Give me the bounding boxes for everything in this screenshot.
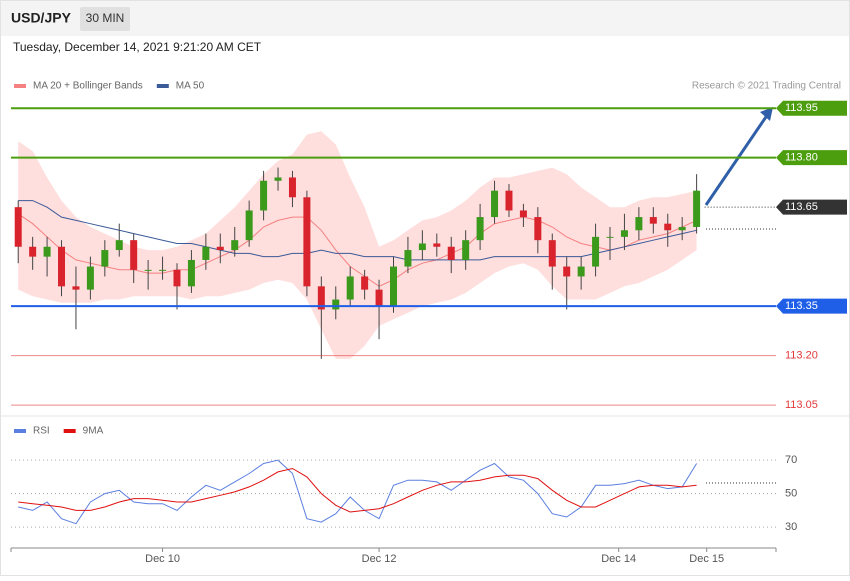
legend-label: MA 20 + Bollinger Bands [33, 81, 143, 92]
credit: Research © 2021 Trading Central [692, 81, 841, 92]
candle-body [491, 190, 499, 218]
bollinger-band [18, 131, 697, 359]
y-tick-label: 70 [785, 454, 797, 466]
candle-body [361, 276, 369, 290]
candle-body [563, 266, 571, 277]
candle-body [202, 246, 210, 260]
level-label: 113.95 [785, 102, 818, 114]
x-tick-label: Dec 14 [601, 553, 636, 565]
candle-body [14, 207, 22, 247]
candle-body [260, 180, 268, 211]
legend-label: 9MA [83, 426, 104, 437]
candle-body [245, 210, 253, 241]
candle-body [620, 230, 628, 237]
candle-body [577, 266, 585, 277]
x-tick-label: Dec 15 [689, 553, 724, 565]
candle-body [404, 250, 412, 267]
candle-body [433, 243, 441, 247]
candle-body [216, 246, 224, 251]
legend-swatch [156, 84, 169, 88]
candle-body [231, 240, 239, 251]
legend-label: MA 50 [176, 81, 205, 92]
level-label: 113.80 [785, 152, 818, 164]
ma-line [18, 200, 697, 261]
timeframe-badge[interactable] [80, 7, 130, 31]
level-label: 113.35 [785, 300, 818, 312]
candle-body [187, 259, 195, 287]
level-label: 113.65 [785, 201, 818, 213]
level-tag [776, 298, 847, 314]
candle-body [548, 240, 556, 267]
legend-swatch [14, 84, 26, 88]
candle-body [635, 217, 643, 231]
candle-body [476, 217, 484, 241]
level-tag [776, 150, 847, 166]
level-tag [776, 100, 847, 116]
rsi-line [18, 467, 697, 513]
timeframe[interactable]: 30 MIN [86, 11, 125, 25]
y-tick-label: 50 [785, 488, 797, 500]
candle-body [173, 269, 181, 287]
candle-body [288, 177, 296, 198]
level-tag [776, 199, 847, 215]
candle-body [72, 286, 80, 290]
legend-label: RSI [33, 426, 50, 437]
candle-body [418, 243, 426, 251]
candle-body [375, 289, 383, 307]
price-plot [14, 131, 701, 359]
candle-body [462, 240, 470, 260]
candle-body [101, 250, 109, 267]
candle-body [43, 246, 51, 257]
legend-swatch [63, 429, 76, 433]
symbol: USD/JPY [11, 10, 72, 26]
candle-body [519, 210, 527, 218]
candle-body [534, 217, 542, 241]
legend-swatch [14, 429, 26, 433]
x-tick-label: Dec 12 [362, 553, 397, 565]
candle-body [303, 197, 311, 287]
candle-body [130, 240, 138, 270]
candle-body [447, 246, 455, 260]
candle-body [592, 236, 600, 267]
candle-body [664, 223, 672, 231]
candle-body [332, 299, 340, 310]
level-label: 113.05 [785, 399, 818, 411]
arrow-head [760, 107, 773, 121]
candle-body [159, 269, 167, 271]
level-label: 113.20 [785, 350, 818, 362]
y-tick-label: 30 [785, 521, 797, 533]
candle-body [678, 226, 686, 231]
candle-body [505, 190, 513, 211]
candle-body [649, 217, 657, 224]
candle-body [29, 246, 37, 257]
candle-body [86, 266, 94, 290]
header-bar [1, 1, 849, 36]
candle-body [346, 276, 354, 300]
rsi-line [18, 459, 698, 525]
candle-body [693, 190, 701, 227]
candle-body [144, 269, 152, 271]
candle-body [390, 266, 397, 307]
candle-body [606, 236, 614, 238]
candle-body [58, 246, 66, 287]
x-tick-label: Dec 10 [145, 553, 180, 565]
candle-body [317, 286, 325, 310]
timestamp: Tuesday, December 14, 2021 9:21:20 AM CE… [13, 40, 262, 54]
candle-body [115, 240, 123, 251]
candle-body [274, 177, 282, 181]
